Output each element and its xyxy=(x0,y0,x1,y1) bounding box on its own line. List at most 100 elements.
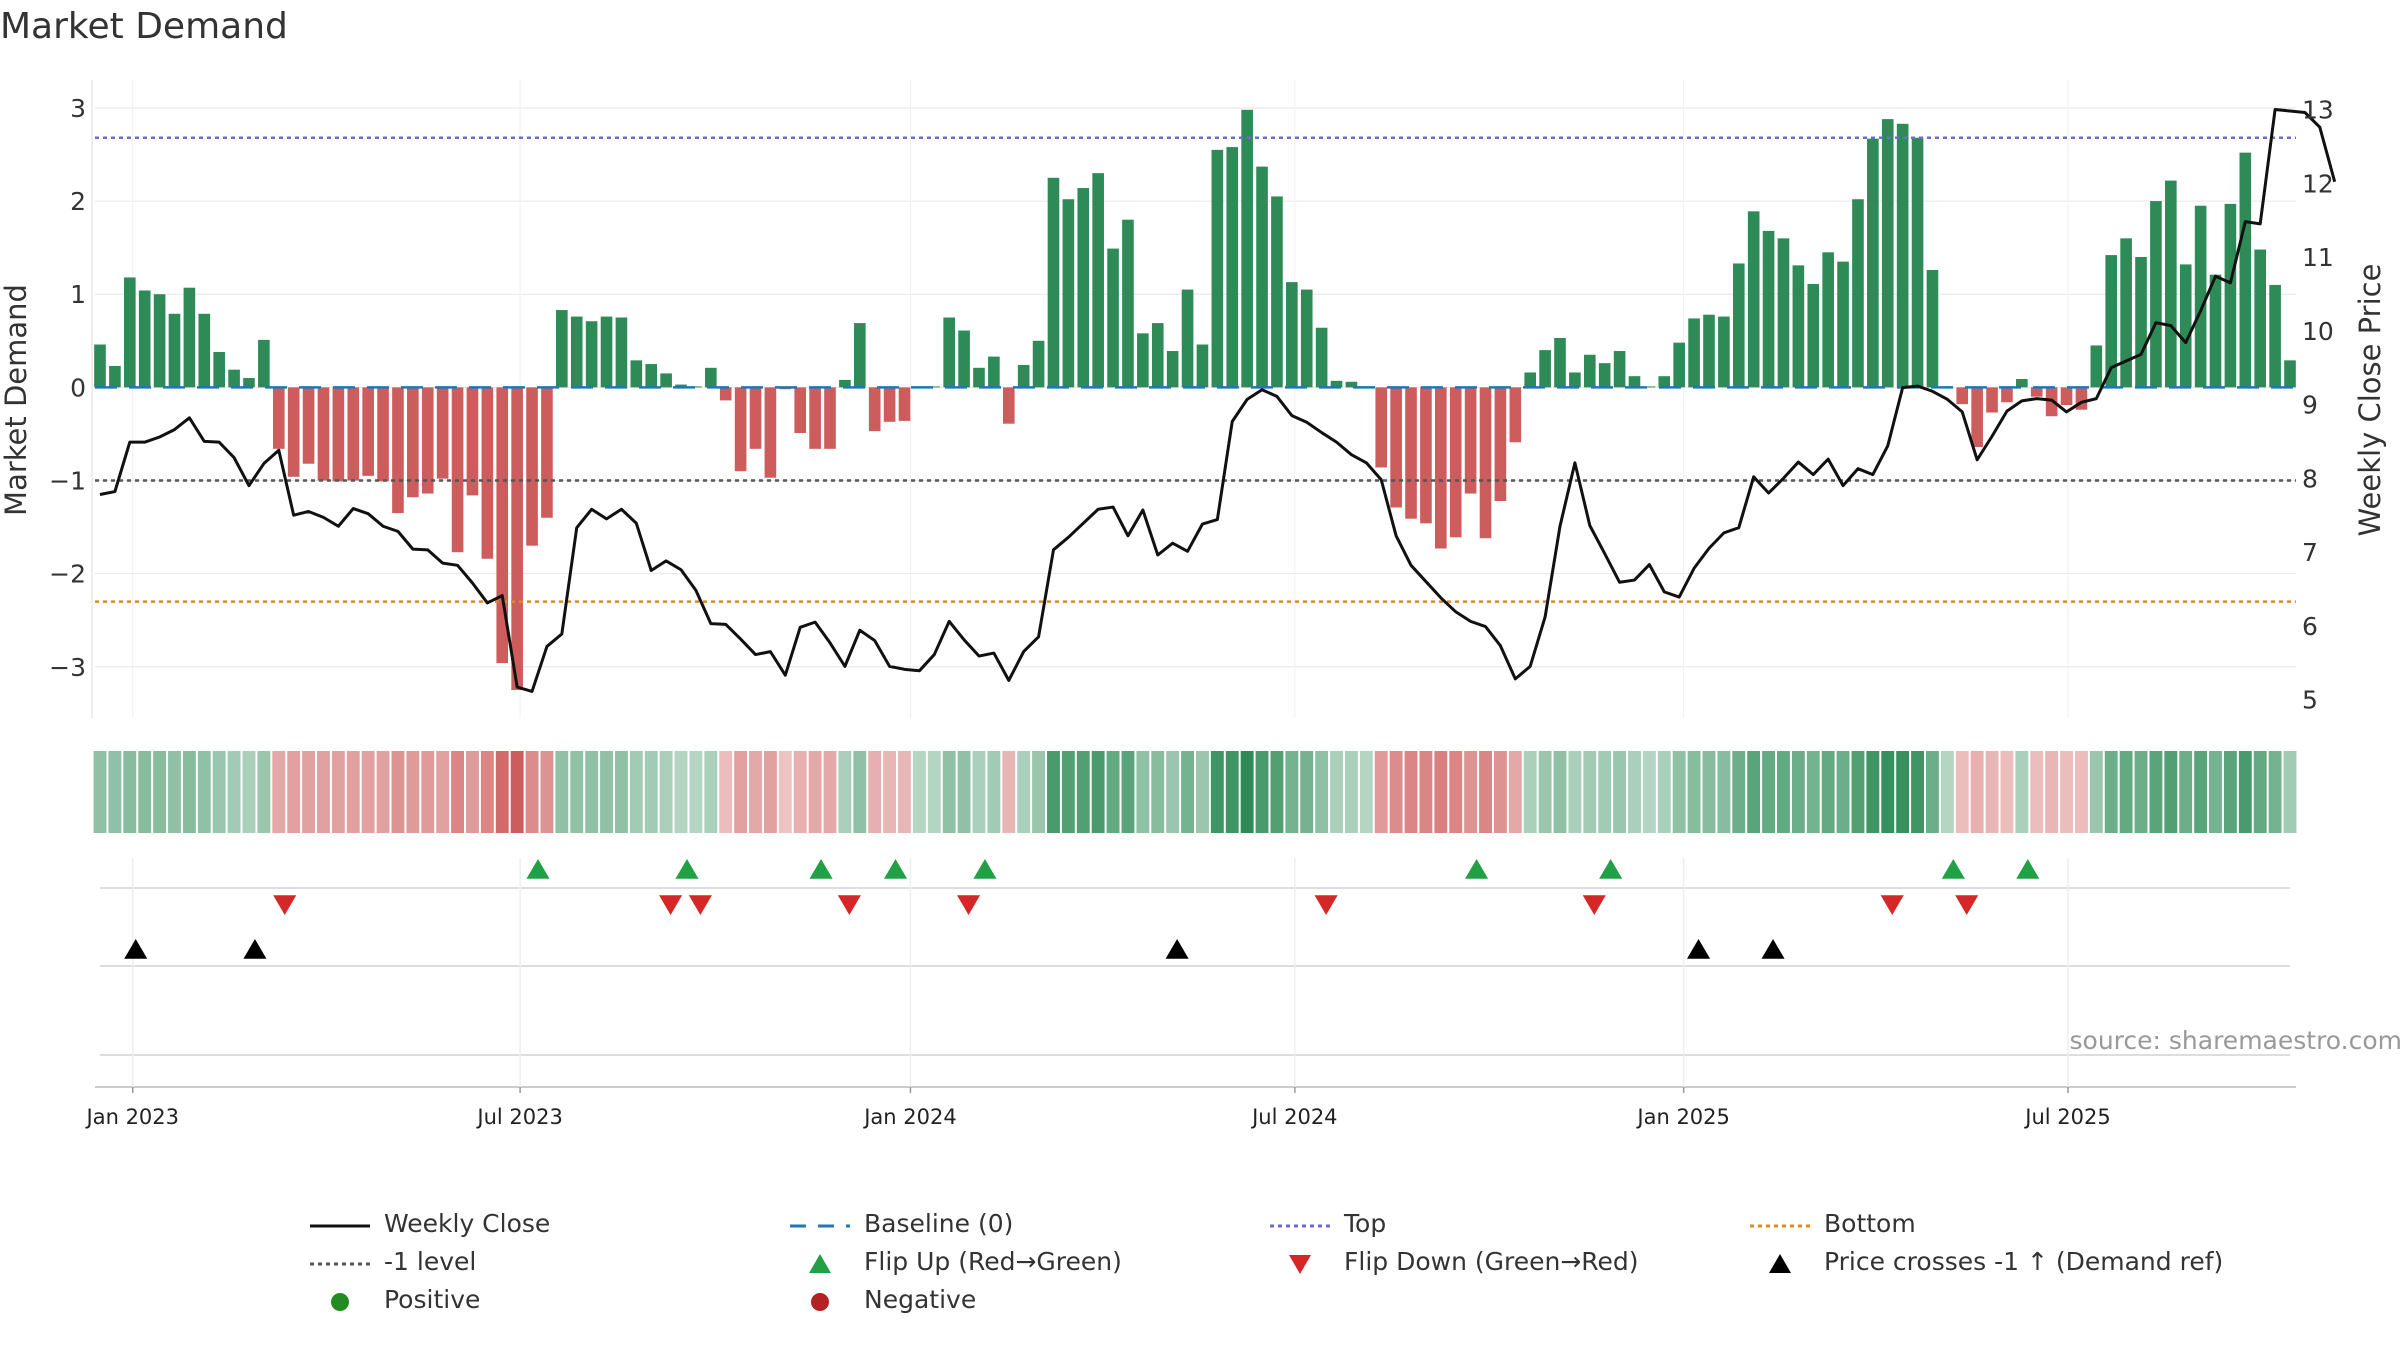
heat-cell xyxy=(749,751,762,833)
demand-bar xyxy=(1480,387,1492,538)
demand-bar xyxy=(2031,387,2043,396)
top-swatch-icon xyxy=(1270,1216,1330,1236)
right-tick-label: 13 xyxy=(2302,96,2334,125)
heat-cell xyxy=(436,751,449,833)
demand-bar xyxy=(794,387,806,433)
heat-cell xyxy=(421,751,434,833)
heat-cell xyxy=(1047,751,1060,833)
heat-cell xyxy=(689,751,702,833)
heat-cell xyxy=(138,751,151,833)
heat-cell xyxy=(1107,751,1120,833)
demand-bar xyxy=(616,318,628,388)
demand-bar xyxy=(765,387,777,477)
demand-bar xyxy=(184,288,196,388)
x-tick-label: Jan 2024 xyxy=(862,1105,957,1129)
heat-cell xyxy=(1688,751,1701,833)
heat-cell xyxy=(1807,751,1820,833)
heat-cell xyxy=(287,751,300,833)
demand-bar xyxy=(124,277,136,387)
heat-cell xyxy=(1345,751,1358,833)
heat-cell xyxy=(1226,751,1239,833)
demand-bar xyxy=(1271,196,1283,387)
heat-cell xyxy=(1032,751,1045,833)
legend-label: Flip Down (Green→Red) xyxy=(1344,1247,1639,1276)
heat-cell xyxy=(272,751,285,833)
legend-bottom: Bottom xyxy=(1750,1205,1916,1241)
demand-bar xyxy=(1778,238,1790,387)
heat-cell xyxy=(2000,751,2013,833)
heat-cell xyxy=(928,751,941,833)
heat-cell xyxy=(526,751,539,833)
x-tick-label: Jul 2023 xyxy=(475,1105,562,1129)
demand-bar xyxy=(1137,333,1149,387)
heat-cell xyxy=(1643,751,1656,833)
legend-label: Positive xyxy=(384,1285,480,1314)
demand-bar xyxy=(1107,249,1119,388)
demand-bar xyxy=(1912,138,1924,388)
demand-bar xyxy=(2180,264,2192,387)
heat-cell xyxy=(1479,751,1492,833)
demand-bar xyxy=(467,387,479,495)
heat-cell xyxy=(406,751,419,833)
minus1-swatch-icon xyxy=(310,1254,370,1274)
x-tick-label: Jul 2024 xyxy=(1250,1105,1337,1129)
demand-bar xyxy=(1510,387,1522,442)
right-tick-label: 8 xyxy=(2302,464,2318,493)
heat-cell xyxy=(1017,751,1030,833)
legend-price-cross: Price crosses -1 ↑ (Demand ref) xyxy=(1750,1243,2223,1279)
heat-cell xyxy=(347,751,360,833)
legend-baseline: Baseline (0) xyxy=(790,1205,1013,1241)
legend-label: Weekly Close xyxy=(384,1209,550,1238)
heat-cell xyxy=(1568,751,1581,833)
heat-cell xyxy=(1583,751,1596,833)
heat-cell xyxy=(1777,751,1790,833)
legend-label: Negative xyxy=(864,1285,976,1314)
heat-cell xyxy=(600,751,613,833)
heat-cell xyxy=(257,751,270,833)
demand-bar xyxy=(1063,199,1075,387)
heat-cell xyxy=(198,751,211,833)
demand-bar xyxy=(273,387,285,448)
demand-bar xyxy=(1048,178,1060,388)
heat-cell xyxy=(2090,751,2103,833)
demand-bar xyxy=(303,387,315,463)
demand-bar xyxy=(1867,139,1879,388)
heat-cell xyxy=(2075,751,2088,833)
heat-cell xyxy=(1434,751,1447,833)
heat-cell xyxy=(2120,751,2133,833)
demand-bar xyxy=(2225,204,2237,387)
demand-bar xyxy=(422,387,434,493)
heat-cell xyxy=(660,751,673,833)
demand-bar xyxy=(1226,147,1238,387)
demand-bar xyxy=(526,387,538,545)
demand-bar xyxy=(1658,376,1670,387)
heat-cell xyxy=(1837,751,1850,833)
heat-cell xyxy=(451,751,464,833)
heat-cell xyxy=(1852,751,1865,833)
heat-cell xyxy=(1151,751,1164,833)
demand-bar xyxy=(1390,387,1402,507)
demand-bar xyxy=(154,294,166,387)
demand-bar xyxy=(2001,387,2013,402)
heat-cell xyxy=(973,751,986,833)
heat-cell xyxy=(1628,751,1641,833)
demand-bar xyxy=(1629,376,1641,387)
heat-cell xyxy=(1613,751,1626,833)
heat-cell xyxy=(1554,751,1567,833)
x-tick-label: Jan 2025 xyxy=(1635,1105,1730,1129)
heat-cell xyxy=(1360,751,1373,833)
demand-bar xyxy=(2195,206,2207,388)
demand-bar xyxy=(1316,328,1328,388)
heat-cell xyxy=(1241,751,1254,833)
legend-label: -1 level xyxy=(384,1247,476,1276)
heat-cell xyxy=(1717,751,1730,833)
heat-cell xyxy=(1211,751,1224,833)
demand-bar xyxy=(1495,387,1507,501)
legend-swatch xyxy=(1750,1251,1810,1271)
heat-cell xyxy=(1062,751,1075,833)
right-tick-label: 12 xyxy=(2302,169,2334,198)
heat-cell xyxy=(1270,751,1283,833)
heat-cell xyxy=(987,751,1000,833)
